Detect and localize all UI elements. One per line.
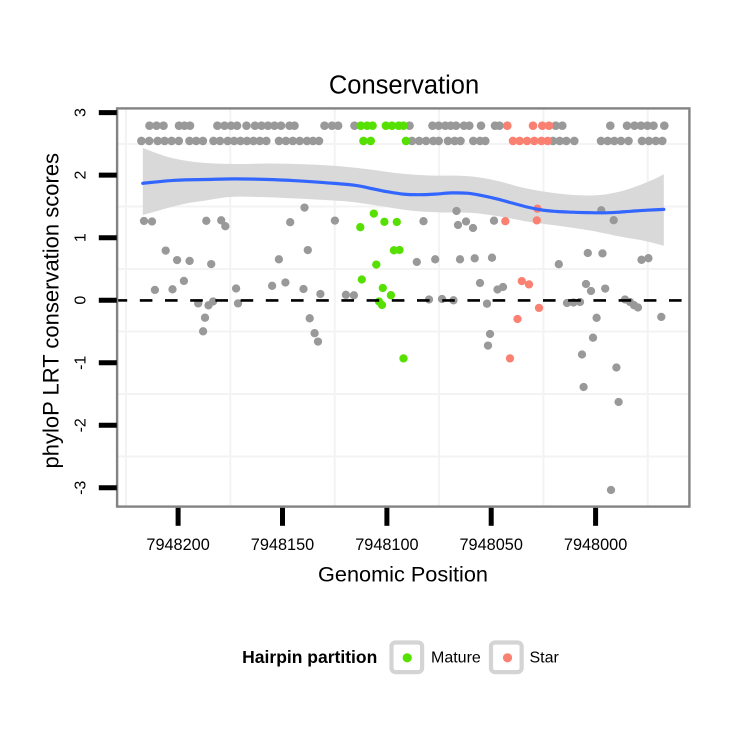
svg-text:0: 0 bbox=[73, 296, 90, 305]
svg-text:-2: -2 bbox=[73, 418, 90, 432]
svg-text:Mature: Mature bbox=[431, 650, 481, 667]
svg-text:7948000: 7948000 bbox=[564, 536, 627, 554]
svg-text:3: 3 bbox=[73, 108, 90, 117]
svg-text:7948150: 7948150 bbox=[251, 536, 314, 554]
svg-text:Conservation: Conservation bbox=[329, 72, 479, 100]
svg-text:Genomic Position: Genomic Position bbox=[318, 562, 488, 587]
svg-text:Hairpin partition: Hairpin partition bbox=[242, 647, 377, 667]
svg-text:7948050: 7948050 bbox=[460, 536, 523, 554]
svg-text:Star: Star bbox=[530, 650, 560, 667]
svg-text:7948100: 7948100 bbox=[355, 536, 418, 554]
svg-text:2: 2 bbox=[73, 171, 90, 180]
svg-text:-1: -1 bbox=[73, 356, 90, 370]
svg-text:7948200: 7948200 bbox=[146, 536, 209, 554]
svg-text:1: 1 bbox=[73, 233, 90, 242]
svg-text:phyloP LRT conservation scores: phyloP LRT conservation scores bbox=[39, 153, 64, 469]
svg-text:-3: -3 bbox=[73, 481, 90, 495]
